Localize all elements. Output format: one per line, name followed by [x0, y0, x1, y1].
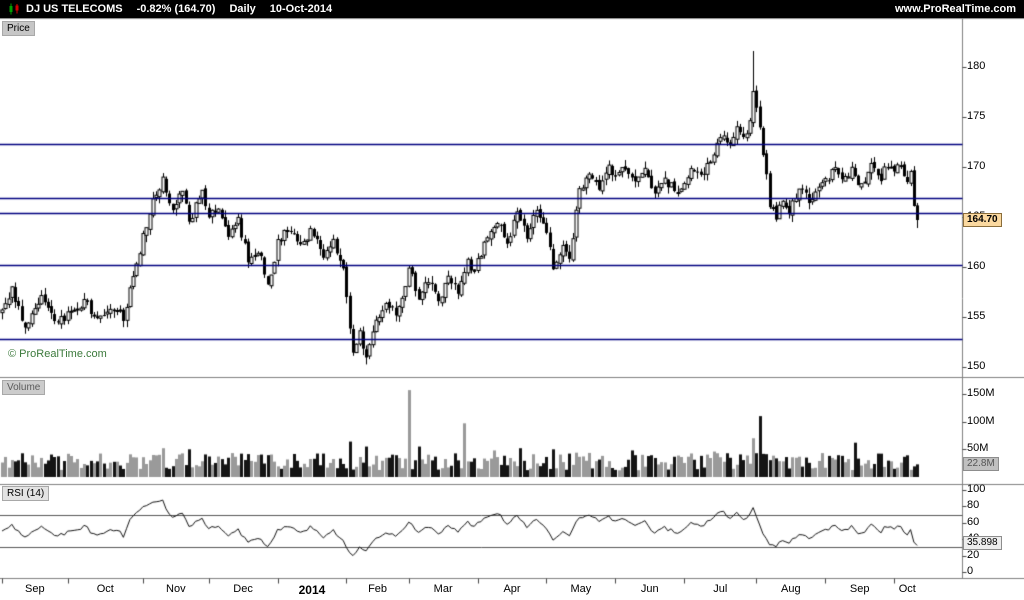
- price-axis-label: 180: [967, 60, 986, 72]
- last-rsi-badge: 35.898: [963, 536, 1002, 550]
- header-bar: DJ US TELECOMS -0.82% (164.70) Daily 10-…: [0, 0, 1024, 18]
- symbol-title: DJ US TELECOMS: [26, 3, 123, 15]
- month-axis-label: Dec: [233, 583, 253, 595]
- month-axis-label: May: [570, 583, 592, 595]
- last-volume-badge: 22.8M: [963, 457, 999, 471]
- rsi-axis-label: 60: [967, 516, 980, 528]
- month-axis-label: Apr: [503, 583, 521, 595]
- volume-axis-label: 50M: [967, 442, 989, 454]
- copyright-watermark: © ProRealTime.com: [8, 348, 107, 360]
- rsi-axis-label: 100: [967, 483, 986, 495]
- price-axis-label: 170: [967, 160, 986, 172]
- rsi-axis-label: 20: [967, 549, 980, 561]
- candlestick-icon: [8, 3, 20, 15]
- month-axis-label: Aug: [781, 583, 801, 595]
- price-panel-tag[interactable]: Price: [2, 21, 35, 36]
- date-label: 10-Oct-2014: [269, 3, 333, 15]
- month-axis-label: Feb: [368, 583, 388, 595]
- month-axis-label: 2014: [298, 583, 326, 597]
- timeframe-label: Daily: [229, 3, 256, 15]
- volume-panel-tag[interactable]: Volume: [2, 380, 46, 395]
- price-axis-label: 155: [967, 310, 986, 322]
- month-axis-label: Jul: [713, 583, 728, 595]
- site-watermark: www.ProRealTime.com: [894, 3, 1016, 15]
- last-price-badge: 164.70: [963, 213, 1002, 227]
- month-axis-label: Oct: [898, 583, 916, 595]
- month-axis-label: Oct: [96, 583, 114, 595]
- rsi-axis-label: 80: [967, 499, 980, 511]
- month-axis-label: Jun: [640, 583, 659, 595]
- price-axis-label: 160: [967, 260, 986, 272]
- month-axis-label: Nov: [166, 583, 186, 595]
- rsi-axis-label: 0: [967, 565, 974, 577]
- volume-axis-label: 150M: [967, 387, 995, 399]
- volume-axis-label: 100M: [967, 415, 995, 427]
- month-axis-label: Mar: [433, 583, 453, 595]
- price-axis-label: 150: [967, 360, 986, 372]
- rsi-panel-tag[interactable]: RSI (14): [2, 486, 50, 501]
- month-axis-label: Sep: [25, 583, 45, 595]
- month-axis-label: Sep: [849, 583, 870, 595]
- price-change: -0.82% (164.70): [136, 3, 216, 15]
- price-axis-label: 175: [967, 110, 986, 122]
